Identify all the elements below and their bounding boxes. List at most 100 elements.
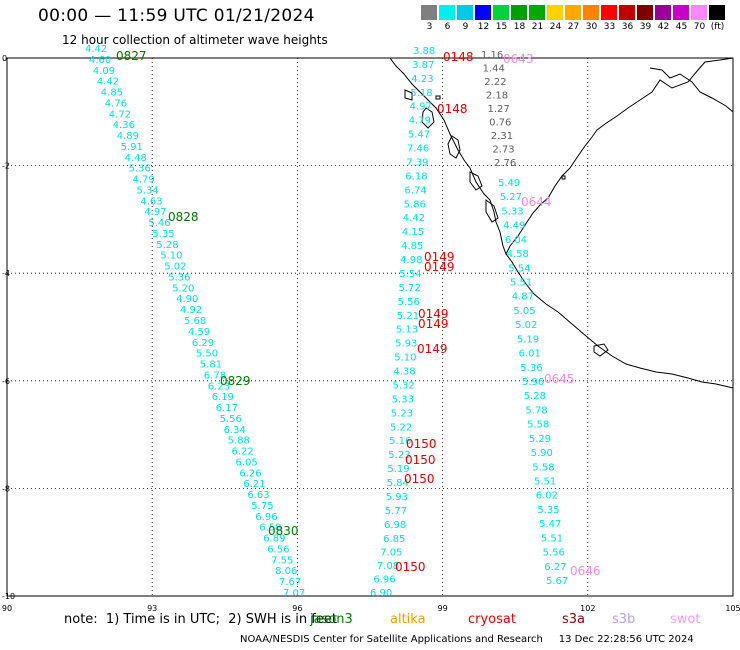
wave-height-value: 5.10 bbox=[394, 353, 416, 364]
scale-label: 30 bbox=[585, 22, 598, 32]
scale-swatch bbox=[673, 5, 690, 20]
wave-height-value: 5.36 bbox=[520, 363, 542, 374]
wave-height-value: 7.46 bbox=[407, 144, 429, 155]
wave-height-value: 4.85 bbox=[101, 88, 123, 99]
wave-height-value: 4.48 bbox=[125, 153, 147, 164]
wave-height-value: 6.96 bbox=[255, 512, 277, 523]
pass-time-label: 0827 bbox=[116, 49, 147, 63]
map-title: 00:00 — 11:59 UTC 01/21/2024 bbox=[38, 6, 315, 26]
wave-height-value: 5.23 bbox=[388, 450, 410, 461]
wave-height-value: 6.05 bbox=[236, 457, 258, 468]
latitude-tick-label: -2 bbox=[2, 162, 10, 171]
wave-height-value: 4.58 bbox=[507, 249, 529, 260]
wave-height-value: 4.63 bbox=[140, 196, 162, 207]
legend-item-jason3: jason3 bbox=[310, 612, 353, 627]
wave-height-value: 1.27 bbox=[488, 104, 510, 115]
wave-height-value: 4.38 bbox=[393, 367, 415, 378]
wave-height-value: 5.78 bbox=[525, 405, 547, 416]
wave-height-value: 5.51 bbox=[541, 533, 563, 544]
wave-height-value: 5.28 bbox=[524, 391, 546, 402]
wave-height-value: 4.85 bbox=[401, 241, 423, 252]
scale-swatch bbox=[475, 5, 492, 20]
wave-height-value: 4.15 bbox=[402, 227, 424, 238]
wave-height-value: 6.34 bbox=[224, 425, 246, 436]
wave-height-value: 5.47 bbox=[539, 519, 561, 530]
pass-time-label: 0646 bbox=[570, 564, 601, 578]
scale-label: 3 bbox=[426, 22, 433, 32]
wave-height-value: 7.39 bbox=[406, 158, 428, 169]
wave-height-value: 5.20 bbox=[172, 283, 194, 294]
coastline bbox=[389, 57, 734, 389]
scale-swatch bbox=[421, 5, 438, 20]
latitude-tick-label: -4 bbox=[2, 269, 10, 278]
wave-height-value: 5.91 bbox=[121, 142, 143, 153]
wave-height-value: 5.47 bbox=[408, 130, 430, 141]
wave-height-value: 6.29 bbox=[192, 338, 214, 349]
pass-time-label: 0149 bbox=[424, 260, 455, 274]
pass-time-label: 0643 bbox=[503, 52, 534, 66]
pass-time-label: 0149 bbox=[417, 342, 448, 356]
wave-height-value: 5.58 bbox=[532, 462, 554, 473]
wave-height-value: 4.79 bbox=[133, 175, 155, 186]
scale-swatch bbox=[493, 5, 510, 20]
wave-height-value: 5.54 bbox=[399, 269, 421, 280]
latitude-tick-label: -8 bbox=[2, 484, 10, 493]
wave-height-value: 5.10 bbox=[160, 251, 182, 262]
wave-height-value: 7.07 bbox=[283, 588, 305, 599]
pass-time-label: 0644 bbox=[521, 195, 552, 209]
wave-height-value: 4.89 bbox=[117, 131, 139, 142]
wave-height-value: 4.09 bbox=[93, 66, 115, 77]
wave-height-value: 4.76 bbox=[105, 98, 127, 109]
wave-height-value: 5.22 bbox=[390, 422, 412, 433]
wave-height-value: 5.21 bbox=[397, 311, 419, 322]
pass-time-label: 0829 bbox=[220, 374, 251, 388]
wave-height-value: 4.90 bbox=[176, 294, 198, 305]
wave-height-value: 6.63 bbox=[247, 490, 269, 501]
wave-height-value: 5.16 bbox=[389, 436, 411, 447]
wave-height-value: 6.26 bbox=[239, 468, 261, 479]
scale-swatch bbox=[439, 5, 456, 20]
wave-height-value: 5.51 bbox=[534, 477, 556, 488]
wave-height-value: 5.35 bbox=[537, 505, 559, 516]
scale-label: 36 bbox=[621, 22, 634, 32]
wave-height-value: 5.35 bbox=[152, 229, 174, 240]
pass-time-label: 0149 bbox=[418, 307, 449, 321]
wave-height-value: 7.67 bbox=[279, 577, 301, 588]
scale-swatch bbox=[583, 5, 600, 20]
pass-time-label: 0645 bbox=[544, 372, 575, 386]
footer-credit: NOAA/NESDIS Center for Satellite Applica… bbox=[240, 634, 694, 645]
wave-height-value: 6.04 bbox=[505, 235, 527, 246]
sumatra-coastline bbox=[389, 57, 734, 256]
map-axes: 90 93 96 99 102 105 0 -2 -4 -6 -8 -10 bbox=[2, 54, 740, 613]
mentawai-island bbox=[469, 171, 483, 191]
wave-height-value: 7.08 bbox=[377, 561, 399, 572]
wave-height-value: 5.05 bbox=[513, 306, 535, 317]
wave-height-value: 5.27 bbox=[500, 192, 522, 203]
wave-height-value: 4.60 bbox=[89, 55, 111, 66]
wave-height-value: 5.58 bbox=[527, 420, 549, 431]
scale-label: (ft) bbox=[710, 22, 725, 32]
siberut-island bbox=[447, 135, 461, 159]
wave-height-value: 6.27 bbox=[544, 562, 566, 573]
wave-height-value: 6.89 bbox=[263, 534, 285, 545]
wave-height-value: 4.72 bbox=[109, 109, 131, 120]
wave-height-value: 5.23 bbox=[391, 408, 413, 419]
legend-item-altika: altika bbox=[390, 612, 426, 627]
wave-height-value: 5.75 bbox=[251, 501, 273, 512]
pass-time-label: 0830 bbox=[268, 524, 299, 538]
wave-height-value: 4.59 bbox=[188, 327, 210, 338]
simeulue-island bbox=[404, 89, 413, 101]
scale-label: 24 bbox=[549, 22, 562, 32]
wave-height-value: 5.46 bbox=[148, 218, 170, 229]
coast-east-1 bbox=[505, 253, 734, 389]
latitude-tick-label: 0 bbox=[2, 54, 7, 63]
malaysia-coast bbox=[649, 67, 734, 113]
wave-height-value: 5.36 bbox=[129, 164, 151, 175]
wave-height-value: 5.56 bbox=[398, 297, 420, 308]
scale-swatch bbox=[565, 5, 582, 20]
scale-swatch bbox=[709, 5, 726, 20]
wave-height-value: 6.58 bbox=[259, 523, 281, 534]
wave-height-value: 4.42 bbox=[403, 213, 425, 224]
wave-height-value: 5.86 bbox=[404, 199, 426, 210]
wave-height-value: 5.51 bbox=[510, 278, 532, 289]
